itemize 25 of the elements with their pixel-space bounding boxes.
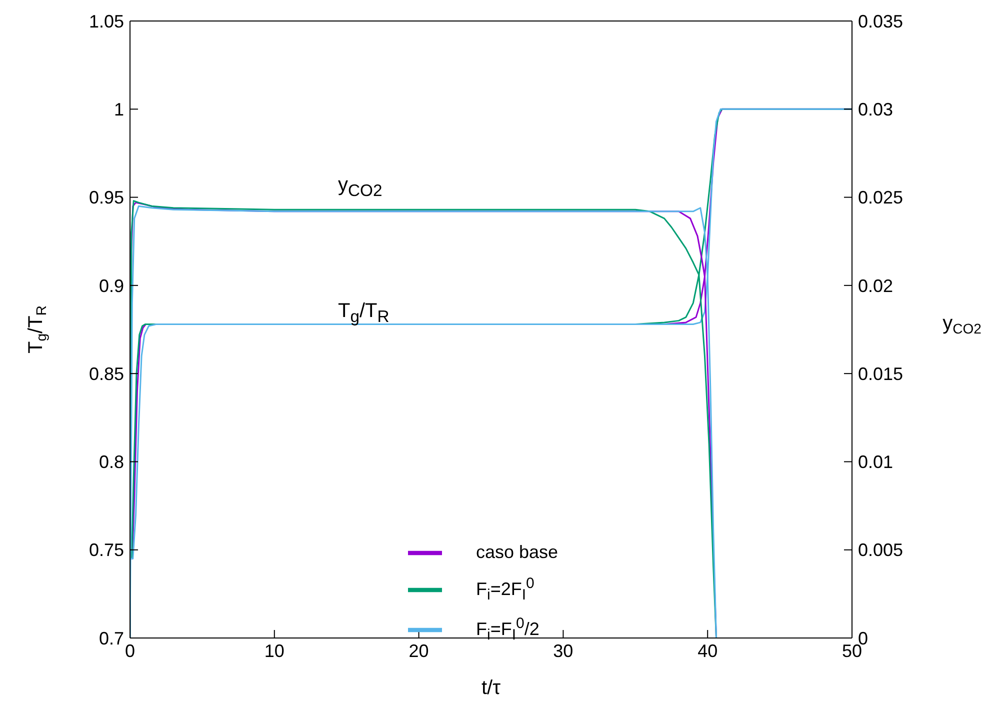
y-tick-label: 1.05 bbox=[88, 11, 124, 32]
legend-label: caso base bbox=[476, 542, 558, 562]
x-tick-label: 40 bbox=[698, 640, 718, 661]
x-tick-label: 10 bbox=[264, 640, 284, 661]
y2-tick-label: 0.01 bbox=[858, 452, 894, 472]
y2-tick-label: 0.035 bbox=[858, 11, 904, 32]
x-tick-label: 0 bbox=[124, 640, 136, 661]
y2-tick-label: 0.03 bbox=[858, 100, 894, 120]
x-tick-label: 20 bbox=[408, 640, 429, 661]
y-tick-label: 0.75 bbox=[88, 540, 124, 560]
y2-tick-label: 0.015 bbox=[858, 364, 904, 384]
y-tick-label: 0.9 bbox=[98, 276, 124, 296]
y2-axis-title: y$_{CO2}$ bbox=[942, 312, 982, 336]
annotation: y$_{CO2}$ bbox=[338, 174, 382, 201]
annotation: T$_{g}$/T$_{R}$ bbox=[338, 300, 390, 327]
y2-tick-label: 0.02 bbox=[858, 276, 894, 296]
x-tick-label: 30 bbox=[553, 640, 574, 661]
y2-tick-label: 0.005 bbox=[858, 540, 904, 560]
y-tick-label: 0.95 bbox=[88, 188, 124, 208]
y-tick-label: 0.7 bbox=[98, 628, 124, 648]
y-tick-label: 1 bbox=[114, 100, 124, 120]
x-axis-title: t/τ bbox=[481, 677, 501, 699]
y-tick-label: 0.85 bbox=[88, 364, 124, 384]
y2-tick-label: 0.025 bbox=[858, 188, 904, 208]
y-tick-label: 0.8 bbox=[98, 452, 124, 472]
